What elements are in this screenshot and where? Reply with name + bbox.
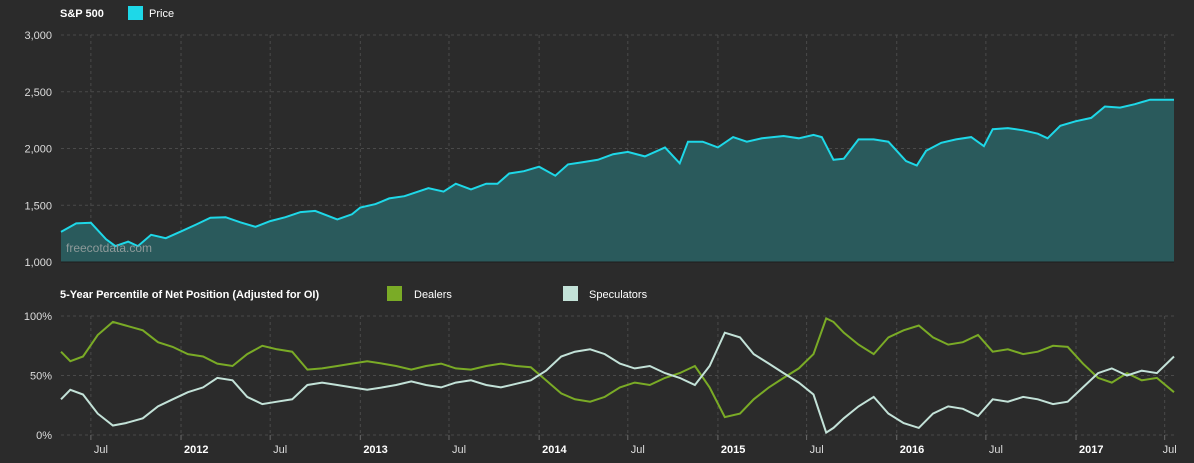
speculators-line <box>60 331 1175 435</box>
price-y-tick-label: 2,500 <box>24 87 52 99</box>
x-tick-label: Jul <box>94 444 108 456</box>
price-y-tick-label: 2,000 <box>24 144 52 156</box>
percentile-vertical-grid <box>90 316 1166 435</box>
price-chart-title: S&P 500 <box>60 8 104 20</box>
price-y-tick-label: 1,500 <box>24 200 52 212</box>
percentile-y-axis: 100% 50% 0% <box>24 311 52 442</box>
price-area-fill <box>61 99 1174 262</box>
x-tick-label: Jul <box>989 444 1003 456</box>
dealers-legend-swatch[interactable] <box>387 286 402 301</box>
x-tick-label: Jul <box>810 444 824 456</box>
percentile-chart-title: 5-Year Percentile of Net Position (Adjus… <box>60 289 319 301</box>
dealers-legend-label[interactable]: Dealers <box>414 289 452 301</box>
x-tick-label: 2014 <box>542 444 567 456</box>
x-axis: Jul 2012 Jul 2013 Jul 2014 Jul 2015 Jul 2016 Jul 20… <box>90 435 1177 456</box>
price-y-axis: 3,000 2,500 2,000 1,500 1,000 <box>24 30 52 269</box>
speculators-legend-swatch[interactable] <box>563 286 578 301</box>
x-tick-label: 2016 <box>900 444 924 456</box>
percentile-grid <box>61 315 1174 436</box>
x-tick-label: Jul <box>631 444 645 456</box>
x-tick-label: Jul <box>273 444 287 456</box>
x-tick-label: 2017 <box>1079 444 1103 456</box>
price-y-tick-label: 1,000 <box>24 257 52 269</box>
x-tick-label: 2013 <box>363 444 387 456</box>
price-vertical-grid <box>90 35 1166 262</box>
speculators-legend-label[interactable]: Speculators <box>589 289 648 301</box>
percentile-y-tick-label: 100% <box>24 311 52 323</box>
price-legend-label[interactable]: Price <box>149 8 174 20</box>
x-tick-label: 2012 <box>184 444 208 456</box>
x-tick-label: Jul <box>452 444 466 456</box>
dealers-line <box>60 317 1175 419</box>
price-legend-swatch[interactable] <box>128 6 143 20</box>
price-y-tick-label: 3,000 <box>24 30 52 42</box>
price-line <box>60 98 1174 248</box>
x-tick-label: 2015 <box>721 444 745 456</box>
watermark: freecotdata.com <box>66 241 152 255</box>
x-tick-label: Jul <box>1163 444 1177 456</box>
percentile-y-tick-label: 50% <box>30 371 52 383</box>
percentile-y-tick-label: 0% <box>36 430 52 442</box>
